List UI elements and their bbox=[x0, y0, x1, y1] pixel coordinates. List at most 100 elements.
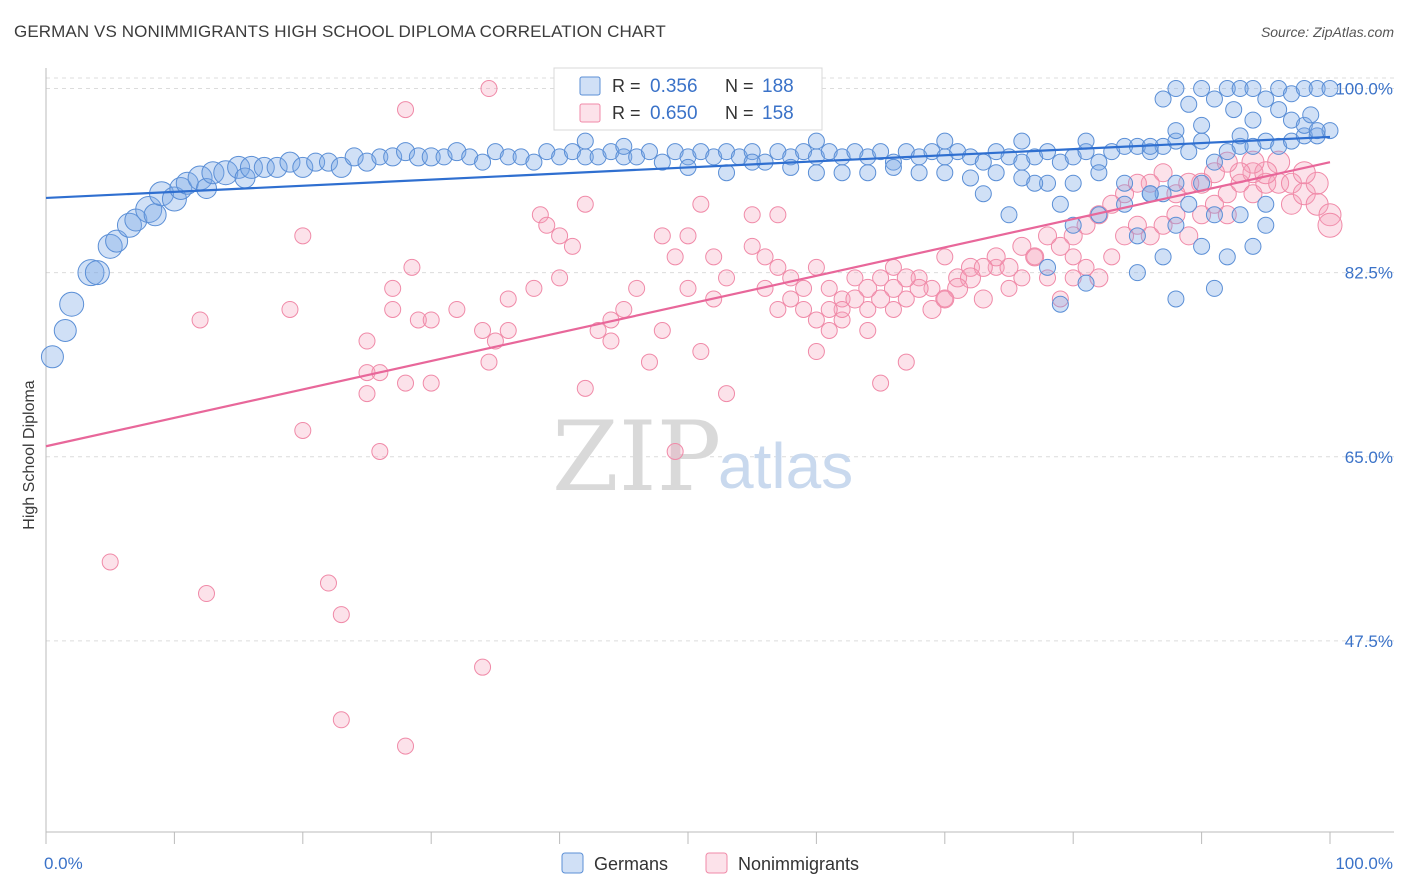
germans-point-158 bbox=[1205, 206, 1223, 224]
germans-point-35 bbox=[421, 147, 441, 167]
germans-point-32 bbox=[383, 147, 403, 167]
germans-point-41 bbox=[499, 148, 517, 166]
nonimmigrants-point-16 bbox=[397, 374, 415, 392]
nonimmigrants-point-29 bbox=[525, 279, 543, 297]
nonimmigrants-point-25 bbox=[499, 322, 517, 340]
stats-legend: R = 0.356 N = 188 R = 0.650 N = 158 bbox=[553, 67, 823, 131]
germans-point-120 bbox=[1013, 169, 1031, 187]
germans-point-144 bbox=[1064, 216, 1082, 234]
nonimmigrants-point-70 bbox=[859, 300, 877, 318]
germans-point-113 bbox=[833, 164, 851, 182]
nonimmigrants-point-18 bbox=[409, 311, 427, 329]
germans-point-152 bbox=[1026, 174, 1044, 192]
germans-point-162 bbox=[1257, 195, 1275, 213]
germans-point-97 bbox=[1218, 143, 1236, 161]
germans-point-173 bbox=[1231, 80, 1249, 98]
germans-point-174 bbox=[1244, 80, 1262, 98]
nonimmigrants-point-63 bbox=[807, 258, 825, 276]
nonimmigrants-point-60 bbox=[769, 206, 787, 224]
germans-point-78 bbox=[974, 153, 992, 171]
germans-point-46 bbox=[563, 143, 581, 161]
germans-point-181 bbox=[1180, 95, 1198, 113]
germans-point-160 bbox=[1167, 216, 1185, 234]
germans-point-91 bbox=[1141, 143, 1159, 161]
germans-point-110 bbox=[743, 153, 761, 171]
bottom-legend-nonimmigrants: Nonimmigrants bbox=[738, 854, 859, 874]
germans-point-0 bbox=[40, 345, 64, 369]
nonimmigrants-point-102 bbox=[1192, 205, 1212, 225]
germans-point-178 bbox=[1295, 80, 1313, 98]
nonimmigrants-point-91 bbox=[1064, 248, 1082, 266]
germans-point-118 bbox=[961, 169, 979, 187]
germans-point-116 bbox=[910, 164, 928, 182]
germans-point-19 bbox=[227, 155, 251, 179]
nonimmigrants-point-30 bbox=[531, 206, 549, 224]
germans-point-168 bbox=[1205, 279, 1223, 297]
nonimmigrants-point-92 bbox=[1064, 269, 1082, 287]
germans-point-62 bbox=[769, 143, 787, 161]
germans-point-53 bbox=[653, 153, 671, 171]
nonimmigrants-point-144 bbox=[947, 277, 969, 299]
nonimmigrants-point-32 bbox=[551, 227, 569, 245]
legend-swatch-nonimmigrants bbox=[579, 103, 601, 123]
germans-point-51 bbox=[628, 148, 646, 166]
nonimmigrants-point-42 bbox=[640, 353, 658, 371]
nonimmigrants-point-27 bbox=[474, 658, 492, 676]
germans-point-84 bbox=[1051, 153, 1069, 171]
bottom-legend: Germans Nonimmigrants bbox=[561, 852, 859, 874]
germans-point-151 bbox=[974, 185, 992, 203]
germans-trendline bbox=[45, 135, 1331, 200]
nonimmigrants-point-160 bbox=[397, 101, 415, 119]
germans-point-99 bbox=[1244, 137, 1262, 155]
germans-point-3 bbox=[77, 259, 105, 287]
nonimmigrants-point-7 bbox=[332, 606, 350, 624]
germans-point-96 bbox=[1205, 153, 1223, 171]
nonimmigrants-point-10 bbox=[358, 332, 376, 350]
legend-r-value-germans: 0.356 bbox=[650, 76, 698, 97]
germans-point-27 bbox=[318, 152, 338, 172]
germans-point-146 bbox=[1154, 248, 1172, 266]
nonimmigrants-point-0 bbox=[101, 553, 119, 571]
germans-point-95 bbox=[1193, 132, 1211, 150]
y-tick-label-0: 47.5% bbox=[1345, 632, 1393, 651]
germans-point-52 bbox=[640, 143, 658, 161]
watermark: ZIP atlas bbox=[552, 401, 853, 513]
germans-point-6 bbox=[105, 229, 129, 253]
germans-point-38 bbox=[461, 148, 479, 166]
germans-point-177 bbox=[1282, 85, 1300, 103]
nonimmigrants-point-128 bbox=[1153, 163, 1173, 183]
germans-point-166 bbox=[1128, 264, 1146, 282]
germans-point-61 bbox=[756, 153, 774, 171]
nonimmigrants-point-38 bbox=[602, 332, 620, 350]
nonimmigrants-point-72 bbox=[872, 374, 890, 392]
germans-point-104 bbox=[1308, 127, 1326, 145]
germans-points bbox=[40, 80, 1339, 369]
germans-point-119 bbox=[987, 164, 1005, 182]
germans-point-39 bbox=[474, 153, 492, 171]
germans-point-167 bbox=[1167, 290, 1185, 308]
nonimmigrants-point-34 bbox=[563, 237, 581, 255]
germans-point-169 bbox=[1154, 90, 1172, 108]
germans-point-148 bbox=[1218, 248, 1236, 266]
legend-r-label-nonimmigrants: R = bbox=[612, 103, 641, 123]
nonimmigrants-point-44 bbox=[653, 227, 671, 245]
germans-point-40 bbox=[486, 143, 504, 161]
germans-point-145 bbox=[1128, 227, 1146, 245]
germans-point-140 bbox=[1270, 101, 1288, 119]
germans-point-129 bbox=[936, 132, 954, 150]
germans-point-182 bbox=[1205, 90, 1223, 108]
nonimmigrants-point-77 bbox=[897, 353, 915, 371]
nonimmigrants-point-19 bbox=[422, 374, 440, 392]
germans-point-124 bbox=[1116, 174, 1134, 192]
x-tick-label-1: 100.0% bbox=[1335, 854, 1393, 873]
nonimmigrants-point-15 bbox=[384, 279, 402, 297]
nonimmigrants-point-149 bbox=[883, 278, 903, 298]
nonimmigrants-point-56 bbox=[743, 237, 761, 255]
nonimmigrants-point-152 bbox=[845, 289, 865, 309]
legend-swatch-germans bbox=[579, 76, 601, 96]
germans-point-179 bbox=[1308, 80, 1326, 98]
nonimmigrants-point-14 bbox=[384, 300, 402, 318]
nonimmigrants-point-17 bbox=[403, 258, 421, 276]
nonimmigrants-point-55 bbox=[743, 206, 761, 224]
legend-n-label-nonimmigrants: N = bbox=[725, 103, 754, 123]
